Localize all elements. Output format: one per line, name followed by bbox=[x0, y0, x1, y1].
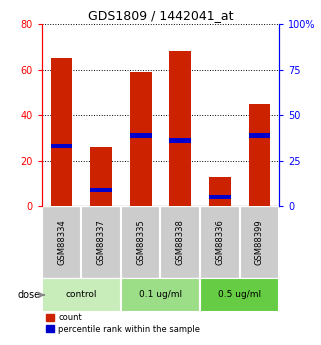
Text: GSM88335: GSM88335 bbox=[136, 219, 145, 265]
Bar bbox=[121, 278, 200, 312]
Text: GSM88338: GSM88338 bbox=[176, 219, 185, 265]
Bar bbox=[209, 177, 231, 206]
Text: dose: dose bbox=[18, 290, 41, 300]
Bar bbox=[209, 195, 231, 199]
Text: control: control bbox=[65, 290, 97, 299]
Bar bbox=[248, 133, 270, 138]
Bar bbox=[169, 138, 191, 143]
Text: 0.1 ug/ml: 0.1 ug/ml bbox=[139, 290, 182, 299]
Bar bbox=[51, 58, 73, 206]
Text: GSM88337: GSM88337 bbox=[97, 219, 106, 265]
Title: GDS1809 / 1442041_at: GDS1809 / 1442041_at bbox=[88, 9, 233, 22]
Text: 0.5 ug/ml: 0.5 ug/ml bbox=[218, 290, 261, 299]
Bar bbox=[51, 144, 73, 148]
Bar bbox=[200, 278, 279, 312]
Text: GSM88336: GSM88336 bbox=[215, 219, 224, 265]
Text: GSM88399: GSM88399 bbox=[255, 219, 264, 265]
Text: GSM88334: GSM88334 bbox=[57, 219, 66, 265]
Bar bbox=[90, 188, 112, 192]
Legend: count, percentile rank within the sample: count, percentile rank within the sample bbox=[46, 313, 200, 334]
Bar bbox=[42, 278, 121, 312]
Bar bbox=[90, 147, 112, 206]
Bar bbox=[130, 72, 152, 206]
Bar bbox=[248, 104, 270, 206]
Bar bbox=[130, 133, 152, 138]
Bar bbox=[169, 51, 191, 206]
